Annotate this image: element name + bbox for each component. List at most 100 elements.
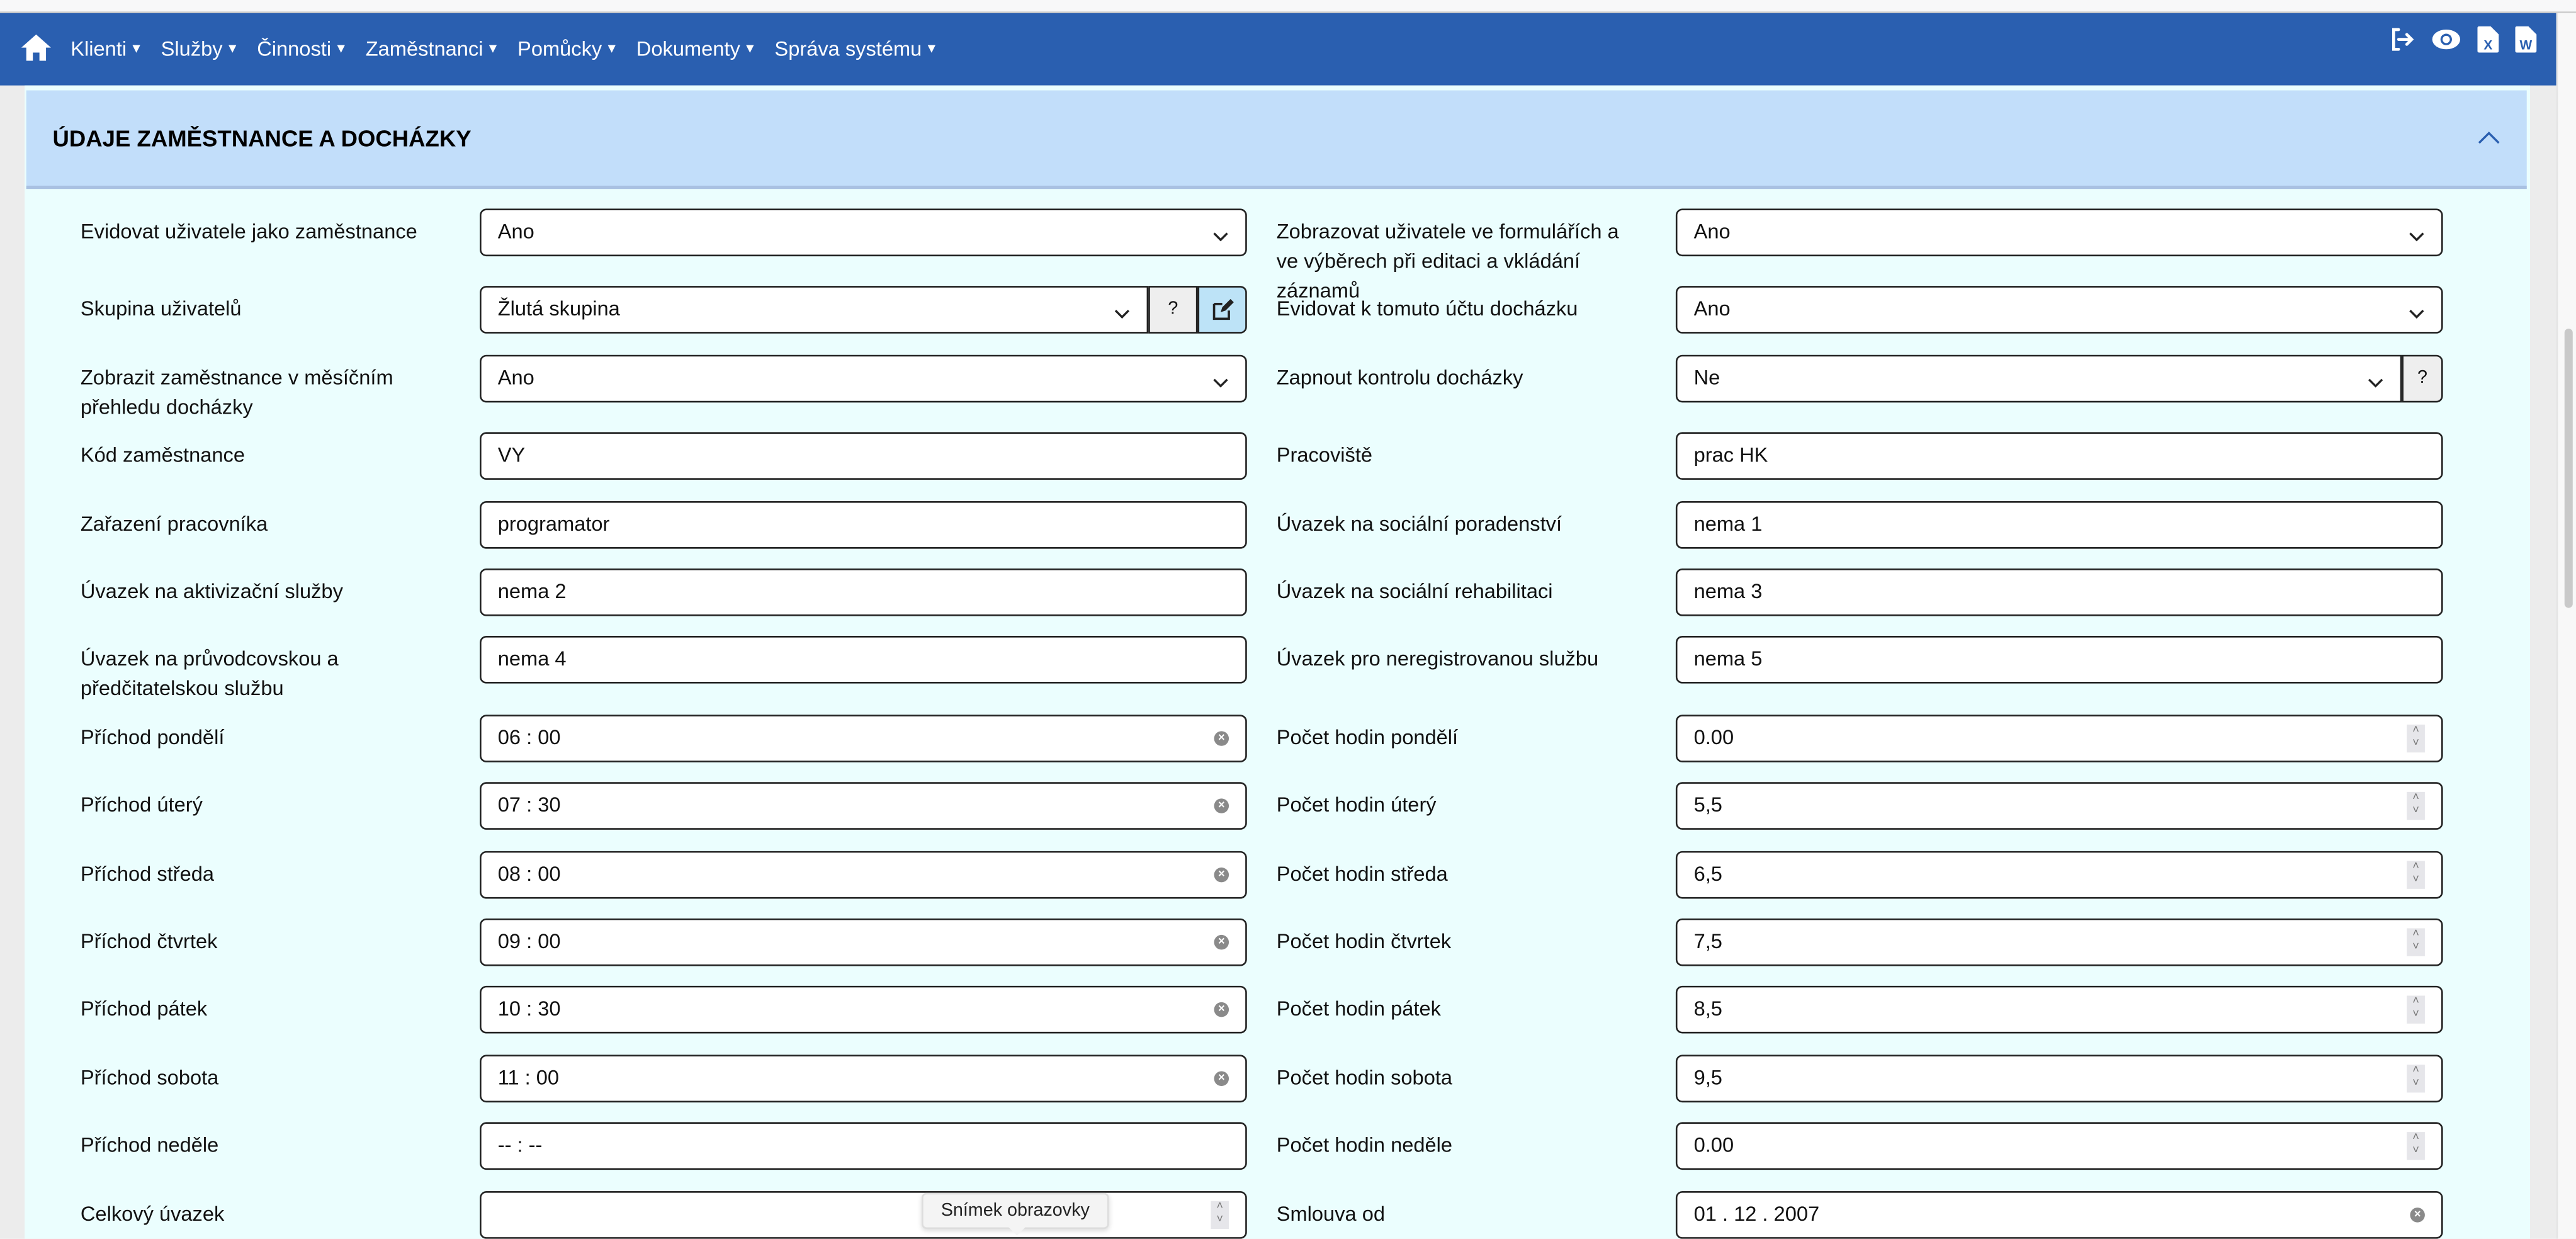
section-header[interactable]: ÚDAJE ZAMĚSTNANCE A DOCHÁZKY bbox=[26, 90, 2527, 190]
menu-item-3[interactable]: Zaměstnanci ▼ bbox=[366, 38, 500, 61]
time-field[interactable]: 01 . 12 . 2007 × bbox=[1675, 1191, 2443, 1239]
spinner-icon[interactable]: ˄ ˅ bbox=[1211, 1201, 1229, 1230]
field-value: 08 : 00 bbox=[497, 863, 561, 886]
menu-item-label: Činnosti bbox=[257, 38, 332, 61]
clear-icon[interactable]: × bbox=[1214, 1071, 1229, 1087]
spinner-icon[interactable]: ˄ ˅ bbox=[2407, 724, 2425, 753]
chevron-down-icon bbox=[2368, 371, 2384, 395]
chevron-up-icon[interactable] bbox=[2477, 127, 2500, 150]
field-value: 0.00 bbox=[1693, 1133, 1734, 1157]
chevron-down-icon bbox=[2409, 225, 2425, 249]
page-scrollbar[interactable] bbox=[2556, 13, 2576, 1239]
field-label: Zobrazit zaměstnance v měsíčním přehledu… bbox=[80, 366, 393, 419]
field-label: Počet hodin čtvrtek bbox=[1276, 930, 1452, 953]
logout-icon[interactable] bbox=[2389, 26, 2415, 58]
field-label: Počet hodin úterý bbox=[1276, 793, 1437, 817]
number-field[interactable]: 6,5 ˄ ˅ bbox=[1675, 851, 2443, 899]
text-field[interactable]: programator bbox=[480, 501, 1247, 549]
select-field[interactable]: Ano bbox=[1675, 286, 2443, 334]
caret-down-icon: ▼ bbox=[605, 41, 619, 56]
spinner-icon[interactable]: ˄ ˅ bbox=[2407, 1065, 2425, 1093]
field-label: Příchod pátek bbox=[80, 997, 208, 1021]
menu-item-1[interactable]: Služby ▼ bbox=[161, 38, 239, 61]
edit-button[interactable] bbox=[1197, 286, 1247, 334]
caret-down-icon: ▼ bbox=[334, 41, 347, 56]
caret-down-icon: ▼ bbox=[225, 41, 239, 56]
number-field[interactable]: 7,5 ˄ ˅ bbox=[1675, 918, 2443, 966]
field-label: Zapnout kontrolu docházky bbox=[1276, 366, 1523, 390]
menu-item-4[interactable]: Pomůcky ▼ bbox=[517, 38, 618, 61]
clear-icon[interactable]: × bbox=[1214, 798, 1229, 813]
time-field[interactable]: 11 : 00 × bbox=[480, 1055, 1247, 1103]
time-field[interactable]: 07 : 30 × bbox=[480, 782, 1247, 830]
text-field[interactable]: VY bbox=[480, 432, 1247, 480]
time-field[interactable]: 06 : 00 × bbox=[480, 715, 1247, 762]
text-field[interactable]: nema 1 bbox=[1675, 501, 2443, 549]
field-label: Evidovat uživatele jako zaměstnance bbox=[80, 220, 417, 244]
time-field[interactable]: 09 : 00 × bbox=[480, 918, 1247, 966]
menu-item-label: Služby bbox=[161, 38, 223, 61]
clear-icon[interactable]: × bbox=[1214, 934, 1229, 950]
field-value: Ne bbox=[1693, 366, 1720, 390]
field-label: Příchod pondělí bbox=[80, 726, 225, 750]
number-field[interactable]: 0.00 ˄ ˅ bbox=[1675, 715, 2443, 762]
spinner-icon[interactable]: ˄ ˅ bbox=[2407, 995, 2425, 1024]
number-field[interactable]: 0.00 ˄ ˅ bbox=[1675, 1122, 2443, 1170]
home-icon[interactable] bbox=[20, 31, 52, 69]
clear-icon[interactable]: × bbox=[1214, 867, 1229, 883]
number-field[interactable]: 5,5 ˄ ˅ bbox=[1675, 782, 2443, 830]
clear-icon[interactable]: × bbox=[1214, 731, 1229, 746]
spinner-icon[interactable]: ˄ ˅ bbox=[2407, 791, 2425, 820]
field-label: Úvazek na sociální rehabilitaci bbox=[1276, 580, 1553, 603]
word-file-icon[interactable]: W bbox=[2515, 26, 2537, 58]
number-field[interactable]: ˄ ˅ bbox=[480, 1191, 1247, 1239]
text-field[interactable]: nema 5 bbox=[1675, 635, 2443, 684]
menu-item-label: Správa systému bbox=[774, 38, 922, 61]
clear-icon[interactable]: × bbox=[2410, 1208, 2425, 1223]
select-field[interactable]: Ano bbox=[480, 354, 1247, 403]
text-field[interactable]: nema 2 bbox=[480, 568, 1247, 616]
field-label: Příchod úterý bbox=[80, 793, 203, 817]
spinner-icon[interactable]: ˄ ˅ bbox=[2407, 928, 2425, 956]
eye-icon[interactable] bbox=[2431, 28, 2461, 55]
excel-file-icon[interactable]: X bbox=[2477, 26, 2499, 58]
text-field[interactable]: nema 4 bbox=[480, 635, 1247, 684]
field-value: 07 : 30 bbox=[497, 793, 561, 817]
chevron-down-icon bbox=[1212, 371, 1229, 395]
spinner-icon[interactable]: ˄ ˅ bbox=[2407, 861, 2425, 889]
field-value: nema 5 bbox=[1693, 647, 1763, 670]
time-field[interactable]: 08 : 00 × bbox=[480, 851, 1247, 899]
field-value: Ano bbox=[497, 366, 534, 390]
time-field[interactable]: 10 : 30 × bbox=[480, 985, 1247, 1034]
svg-text:W: W bbox=[2520, 38, 2533, 52]
number-field[interactable]: 9,5 ˄ ˅ bbox=[1675, 1055, 2443, 1103]
field-label: Celkový úvazek bbox=[80, 1202, 225, 1226]
text-field[interactable]: -- : -- bbox=[480, 1122, 1247, 1170]
select-field[interactable]: Ne bbox=[1675, 354, 2402, 403]
help-button[interactable]: ? bbox=[1148, 286, 1198, 334]
select-field[interactable]: Žlutá skupina bbox=[480, 286, 1149, 334]
clear-icon[interactable]: × bbox=[1214, 1002, 1229, 1017]
spinner-icon[interactable]: ˄ ˅ bbox=[2407, 1132, 2425, 1160]
number-field[interactable]: 8,5 ˄ ˅ bbox=[1675, 985, 2443, 1034]
menu-item-2[interactable]: Činnosti ▼ bbox=[257, 38, 347, 61]
field-label: Počet hodin pátek bbox=[1276, 997, 1441, 1021]
text-field[interactable]: prac HK bbox=[1675, 432, 2443, 480]
help-button[interactable]: ? bbox=[2402, 354, 2443, 403]
text-field[interactable]: nema 3 bbox=[1675, 568, 2443, 616]
select-field[interactable]: Ano bbox=[1675, 208, 2443, 257]
field-label: Příchod čtvrtek bbox=[80, 930, 218, 953]
scrollbar-thumb[interactable] bbox=[2564, 328, 2573, 608]
field-value: 06 : 00 bbox=[497, 726, 561, 750]
select-field[interactable]: Ano bbox=[480, 208, 1247, 257]
menu-item-6[interactable]: Správa systému ▼ bbox=[774, 38, 938, 61]
field-value: 6,5 bbox=[1693, 863, 1722, 886]
tooltip: Snímek obrazovky bbox=[922, 1192, 1109, 1236]
field-value: 9,5 bbox=[1693, 1066, 1722, 1090]
caret-down-icon: ▼ bbox=[486, 41, 500, 56]
field-value: 7,5 bbox=[1693, 930, 1722, 953]
field-label: Úvazek na průvodcovskou a předčitatelsko… bbox=[80, 647, 339, 700]
field-label: Příchod středa bbox=[80, 863, 215, 886]
menu-item-0[interactable]: Klienti ▼ bbox=[71, 38, 143, 61]
menu-item-5[interactable]: Dokumenty ▼ bbox=[636, 38, 757, 61]
